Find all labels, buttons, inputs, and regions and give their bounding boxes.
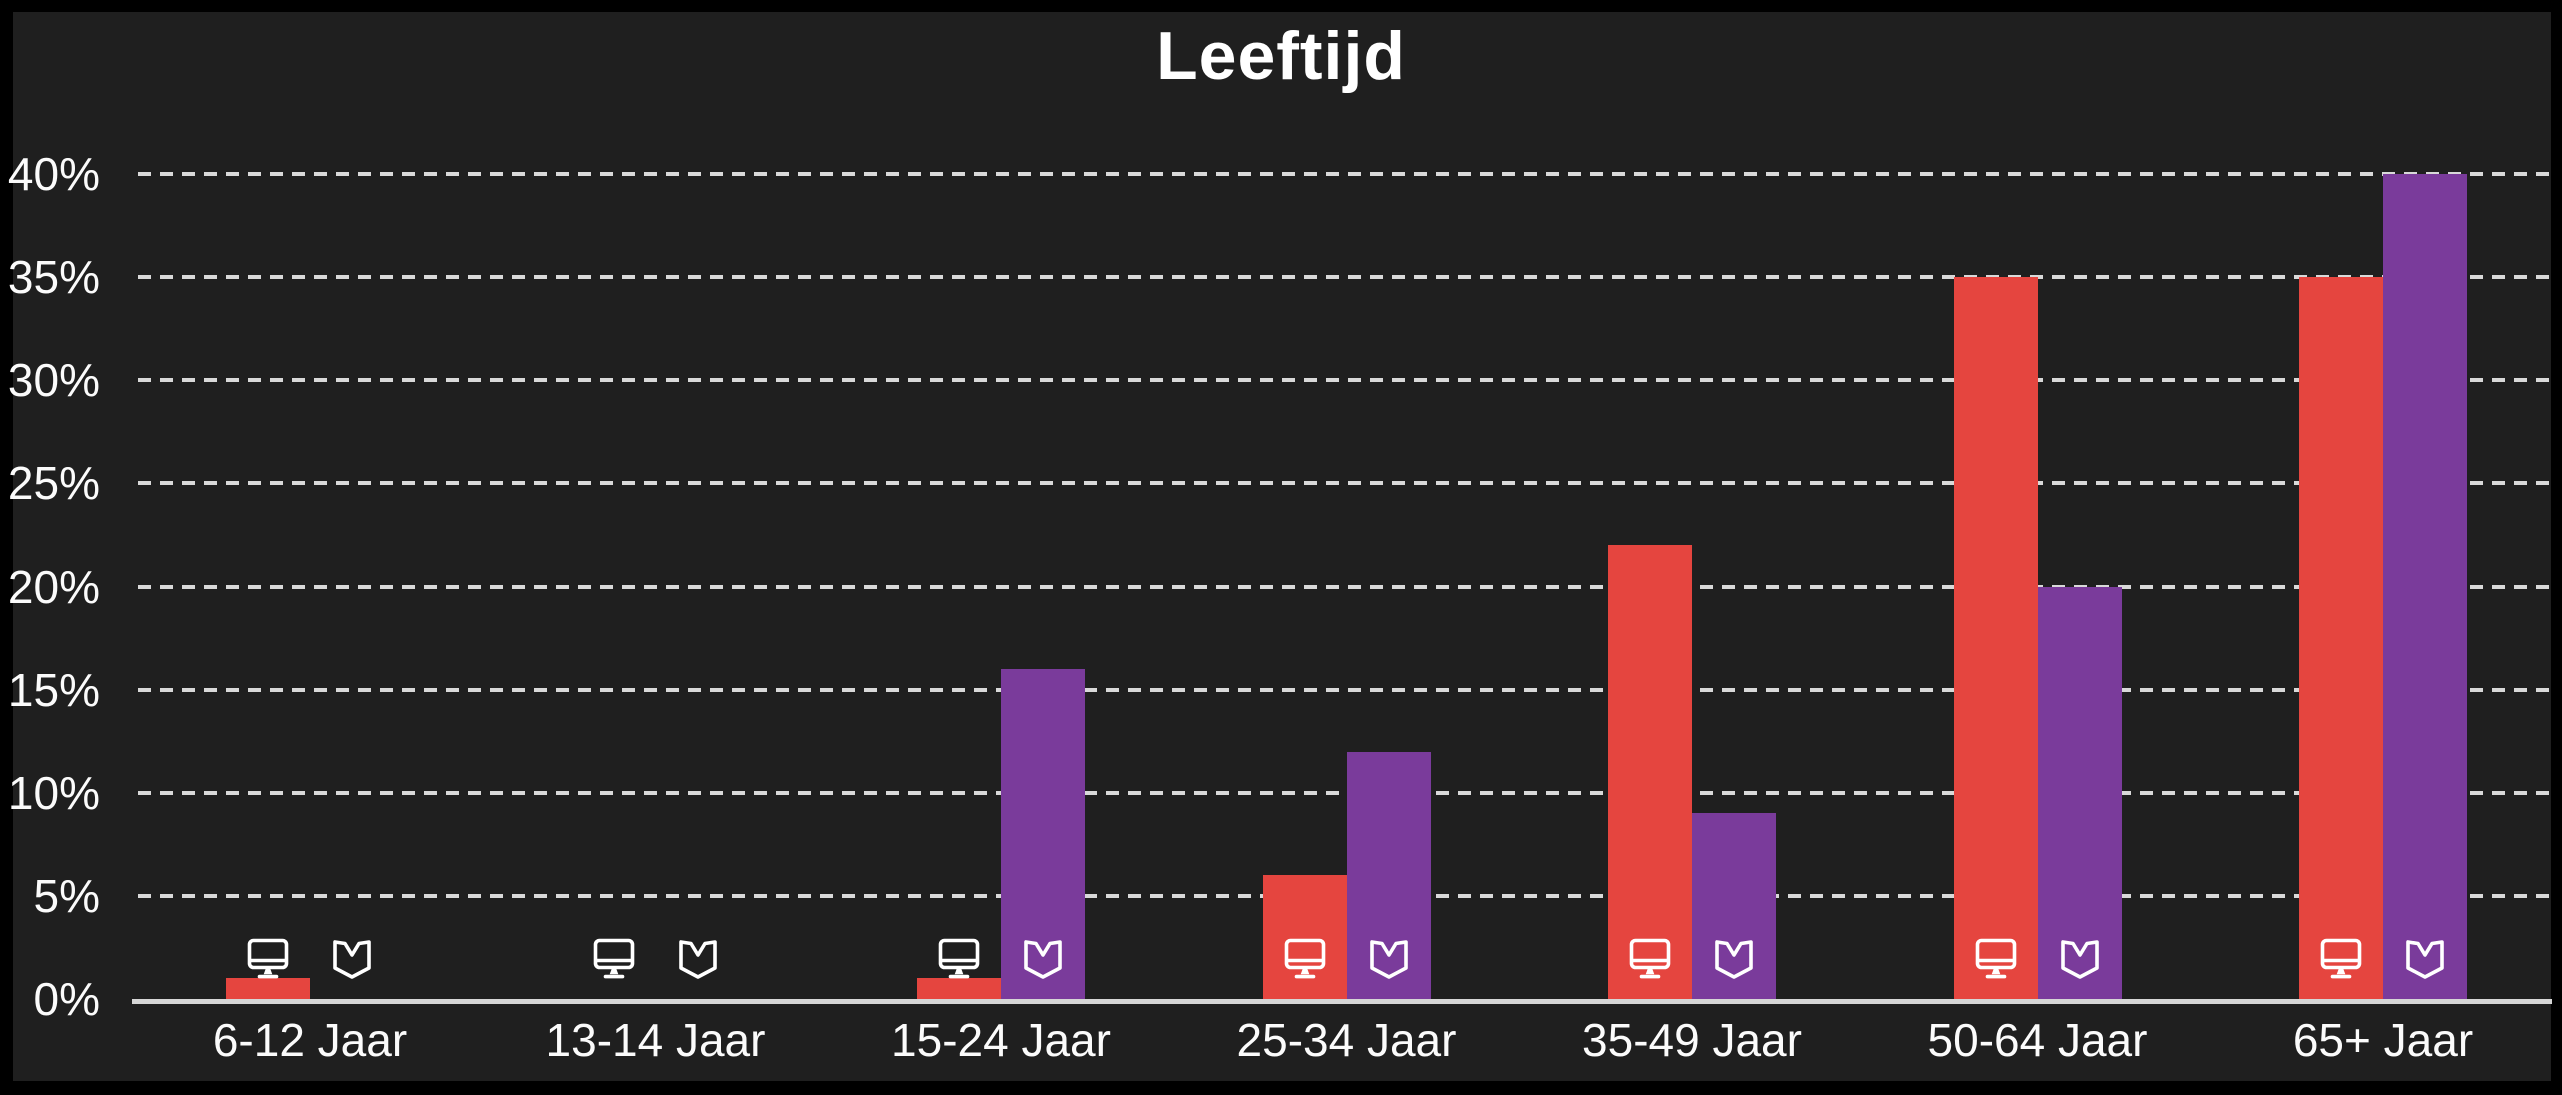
x-axis-category-label: 35-49 Jaar [1582,1014,1802,1066]
monitor-icon [1281,934,1329,982]
bar-screen-1 [226,978,310,999]
x-axis-category-label: 65+ Jaar [2292,1014,2474,1066]
open-book-icon [328,934,376,982]
bar-book-6 [2037,586,2122,999]
bar-book-3 [1001,669,1085,999]
monitor-icon [244,934,292,982]
x-axis-category-label: 13-14 Jaar [545,1014,766,1066]
gridline-30 [138,378,2552,383]
open-book-icon [674,934,722,982]
monitor-icon [935,934,983,982]
gridline-20 [138,584,2552,589]
x-axis-category-label: 25-34 Jaar [1236,1014,1457,1066]
open-book-icon [1019,934,1067,982]
gridline-15 [138,687,2552,692]
monitor-icon [2317,934,2365,982]
open-book-icon [2056,934,2104,982]
monitor-icon [590,934,638,982]
bar-screen-3 [917,978,1001,999]
x-axis-category-label: 15-24 Jaar [891,1014,1111,1066]
y-axis-tick-label: 0% [33,973,100,1025]
gridline-10 [138,790,2552,795]
y-axis-tick-label: 40% [7,148,100,200]
y-axis-tick-label: 30% [7,354,100,407]
monitor-icon [1972,934,2020,982]
x-axis-line [132,999,2552,1004]
y-axis-tick-label: 5% [33,869,100,922]
chart-title: Leeftijd [1156,18,1406,94]
y-axis-tick-label: 25% [7,457,100,510]
y-axis-tick-label: 15% [7,663,100,716]
y-axis-tick-label: 10% [7,766,100,819]
y-axis-tick-label: 20% [7,560,100,613]
bar-screen-5 [1608,545,1692,999]
gridline-35 [138,275,2552,280]
gridline-40 [138,172,2552,176]
x-axis-category-label: 50-64 Jaar [1927,1014,2148,1066]
monitor-icon [1626,934,1674,982]
open-book-icon [1365,934,1413,982]
bar-book-4 [1346,751,1431,999]
bar-book-7 [2383,174,2467,999]
bar-screen-7 [2299,277,2383,999]
open-book-icon [1710,934,1758,982]
bar-screen-6 [1953,277,2038,999]
gridline-25 [138,481,2552,486]
y-axis-tick-label: 35% [7,251,100,304]
bar-book-5 [1692,813,1776,999]
open-book-icon [2401,934,2449,982]
x-axis-category-label: 6-12 Jaar [212,1014,408,1066]
